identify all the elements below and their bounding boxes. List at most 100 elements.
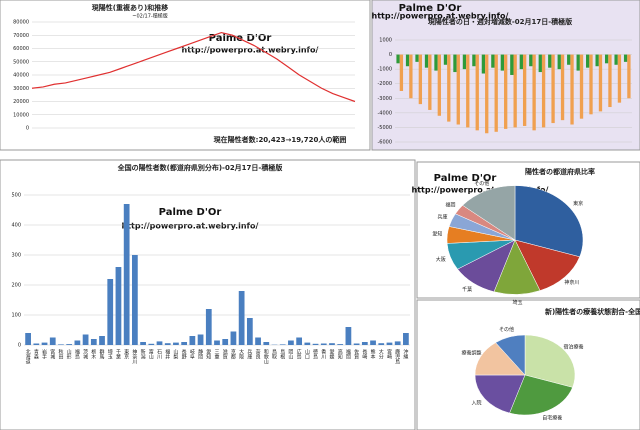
pie-slice	[514, 239, 581, 291]
bar	[58, 344, 64, 345]
x-tick-label: 大阪	[238, 348, 244, 360]
bar	[164, 343, 171, 345]
x-tick-label: 佐賀	[353, 348, 359, 360]
slice-label: 福岡	[445, 201, 455, 208]
annotation: Palme D'Or	[434, 173, 497, 184]
slice-label: 療養調整	[462, 350, 482, 357]
slice-label: 千葉	[462, 286, 472, 293]
bar	[353, 343, 360, 345]
bar	[115, 267, 122, 345]
slice-label: 自宅療養	[542, 414, 562, 421]
bar	[131, 255, 138, 345]
x-tick-label: 高知	[337, 348, 343, 360]
bar	[551, 54, 555, 124]
x-tick-label: 群馬	[99, 348, 105, 360]
bar	[296, 337, 303, 345]
bar	[481, 54, 486, 74]
slice-label: 東京	[573, 200, 583, 207]
bar	[491, 54, 495, 68]
bar	[238, 291, 245, 345]
x-tick-label: 富山	[148, 348, 154, 360]
x-tick-label: 山梨	[172, 348, 178, 360]
bar	[403, 333, 409, 345]
bar	[337, 344, 344, 345]
y-tick-label: -5000	[377, 125, 392, 131]
bar	[304, 342, 311, 345]
bar	[386, 342, 393, 345]
x-tick-label: 青森	[33, 348, 39, 360]
x-tick-label: 福島	[74, 348, 80, 360]
annotation: http://powerpro.at.webry.info/	[182, 46, 319, 55]
slice-label: 入院	[471, 400, 481, 407]
y-tick-label: 400	[11, 223, 21, 229]
x-tick-label: 香川	[320, 348, 326, 359]
y-tick-label: 30000	[13, 86, 29, 92]
bar	[443, 54, 448, 65]
pie-slice	[495, 334, 526, 376]
y-tick-label: 0	[26, 126, 29, 132]
bar	[415, 54, 419, 62]
bar	[288, 340, 294, 345]
bar	[263, 342, 270, 345]
bar	[312, 343, 319, 345]
x-tick-label: 京都	[230, 348, 236, 360]
x-tick-label: 山形	[66, 348, 72, 360]
x-tick-label: 奈良	[255, 348, 261, 360]
x-tick-label: 静岡	[197, 348, 203, 360]
bar	[462, 54, 467, 70]
bar	[494, 54, 498, 132]
x-tick-label: 山口	[304, 348, 310, 360]
x-tick-label: 長崎	[361, 349, 367, 360]
chart-title: 陽性者の都道府県比率	[525, 167, 595, 176]
bar	[504, 54, 508, 129]
x-tick-label: 鳥取	[271, 348, 277, 360]
bar	[586, 54, 590, 68]
bar	[418, 54, 423, 105]
bar	[598, 54, 603, 112]
pie-slice	[462, 185, 516, 241]
bar	[345, 327, 352, 345]
x-tick-label: 岡山	[287, 349, 293, 360]
bar	[82, 334, 89, 345]
annotation: Palme D'Or	[159, 207, 222, 218]
slice-label: 神奈川	[564, 279, 579, 286]
y-tick-label: 200	[11, 283, 21, 289]
bar	[25, 333, 31, 345]
y-tick-label: 60000	[13, 46, 29, 52]
bar	[370, 340, 376, 345]
slice-label: 兵庫	[437, 214, 447, 221]
bar	[614, 54, 618, 65]
bar	[510, 54, 514, 75]
x-tick-label: 長野	[181, 349, 187, 360]
y-tick-label: 1000	[379, 38, 392, 44]
bar	[329, 343, 335, 345]
annotation: http://powerpro.at.webry.info/	[412, 186, 549, 195]
x-tick-label: 徳島	[312, 348, 318, 360]
bar	[394, 341, 401, 345]
pie-slice	[514, 185, 584, 258]
x-tick-label: 島根	[279, 348, 285, 360]
y-tick-label: 0	[389, 52, 392, 58]
y-tick-label: 50000	[13, 59, 29, 65]
bar	[49, 337, 56, 345]
x-tick-label: 秋田	[57, 348, 63, 360]
bar	[437, 54, 441, 116]
bar	[541, 54, 546, 128]
bar	[570, 54, 574, 125]
bar	[214, 340, 220, 345]
bar	[399, 54, 404, 91]
bar	[567, 54, 571, 65]
bar	[522, 54, 527, 126]
x-tick-label: 鹿児島	[394, 348, 400, 365]
annotation: 現在陽性者数:20,423→19,720人の範囲	[214, 135, 347, 144]
slice-label: 大阪	[436, 256, 446, 263]
x-tick-label: 東京	[123, 348, 129, 360]
x-tick-label: 滋賀	[222, 348, 228, 360]
chart-title: 現陽性(重複あり)和推移	[92, 3, 168, 12]
x-tick-label: 三重	[214, 349, 220, 359]
bar	[320, 343, 327, 345]
bar	[66, 344, 73, 345]
bar	[548, 54, 552, 68]
